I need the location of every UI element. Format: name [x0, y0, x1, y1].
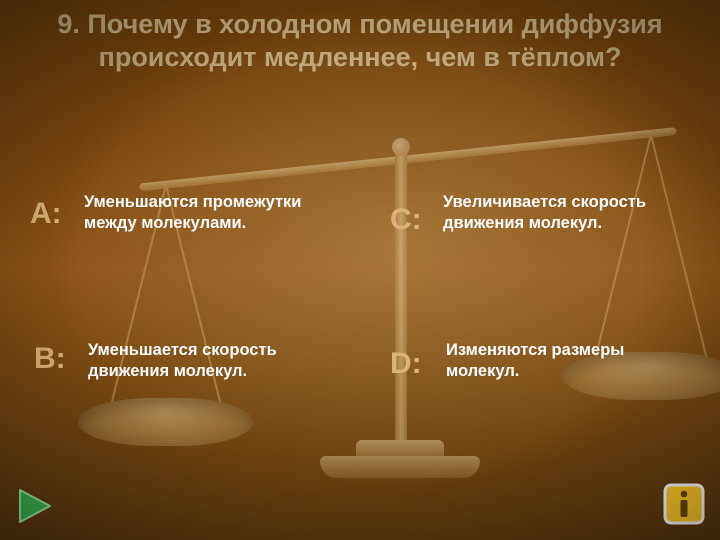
slide-stage: 9. Почему в холодном помещении диффузия …: [0, 0, 720, 540]
balance-scale-decoration: [0, 0, 720, 540]
option-D-text[interactable]: Изменяются размеры молекул.: [446, 340, 646, 383]
next-slide-button[interactable]: [14, 486, 54, 526]
info-icon: [662, 482, 706, 526]
option-D-label[interactable]: D:: [390, 347, 422, 381]
info-button[interactable]: [662, 482, 706, 526]
option-B-label[interactable]: В:: [34, 342, 66, 376]
option-C-text[interactable]: Увеличивается скорость движения молекул.: [443, 192, 668, 235]
question-text: 9. Почему в холодном помещении диффузия …: [0, 8, 720, 74]
option-C-label[interactable]: С:: [390, 203, 422, 237]
play-triangle-icon: [14, 486, 54, 526]
option-A-text[interactable]: Уменьшаются промежутки между молекулами.: [84, 192, 309, 235]
option-A-label[interactable]: А:: [30, 197, 62, 231]
option-B-text[interactable]: Уменьшается скорость движения молекул.: [88, 340, 323, 383]
